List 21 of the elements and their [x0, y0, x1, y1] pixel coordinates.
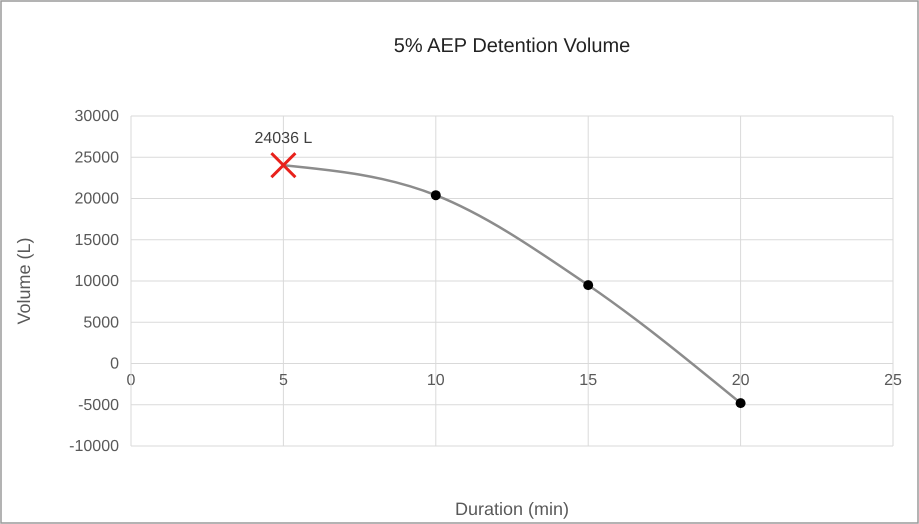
y-tick-label: 25000: [74, 149, 120, 166]
x-tick-label: 20: [732, 372, 750, 389]
y-tick-label: 30000: [74, 108, 120, 126]
annotation: 24036 L: [254, 130, 312, 148]
x-tick-label: 25: [884, 372, 902, 389]
point: [430, 190, 441, 200]
x-axis-title: Duration (min): [454, 499, 570, 519]
point: [583, 280, 594, 290]
chart-title: 5% AEP Detention Volume: [394, 35, 630, 57]
y-tick-label: -10000: [69, 438, 120, 456]
x-tick-label: 5: [278, 372, 288, 389]
x-tick-label: 15: [579, 372, 598, 389]
y-tick-label: -5000: [78, 396, 120, 414]
y-tick-label: 0: [110, 356, 120, 373]
point: [736, 398, 746, 408]
y-tick-label: 10000: [74, 273, 120, 290]
y-tick-label: 15000: [74, 232, 120, 249]
y-axis-title: Volume (L): [14, 237, 34, 325]
y-tick-label: 20000: [74, 190, 120, 208]
x-tick-label: 10: [426, 372, 445, 389]
y-tick-label: 5000: [83, 314, 120, 332]
